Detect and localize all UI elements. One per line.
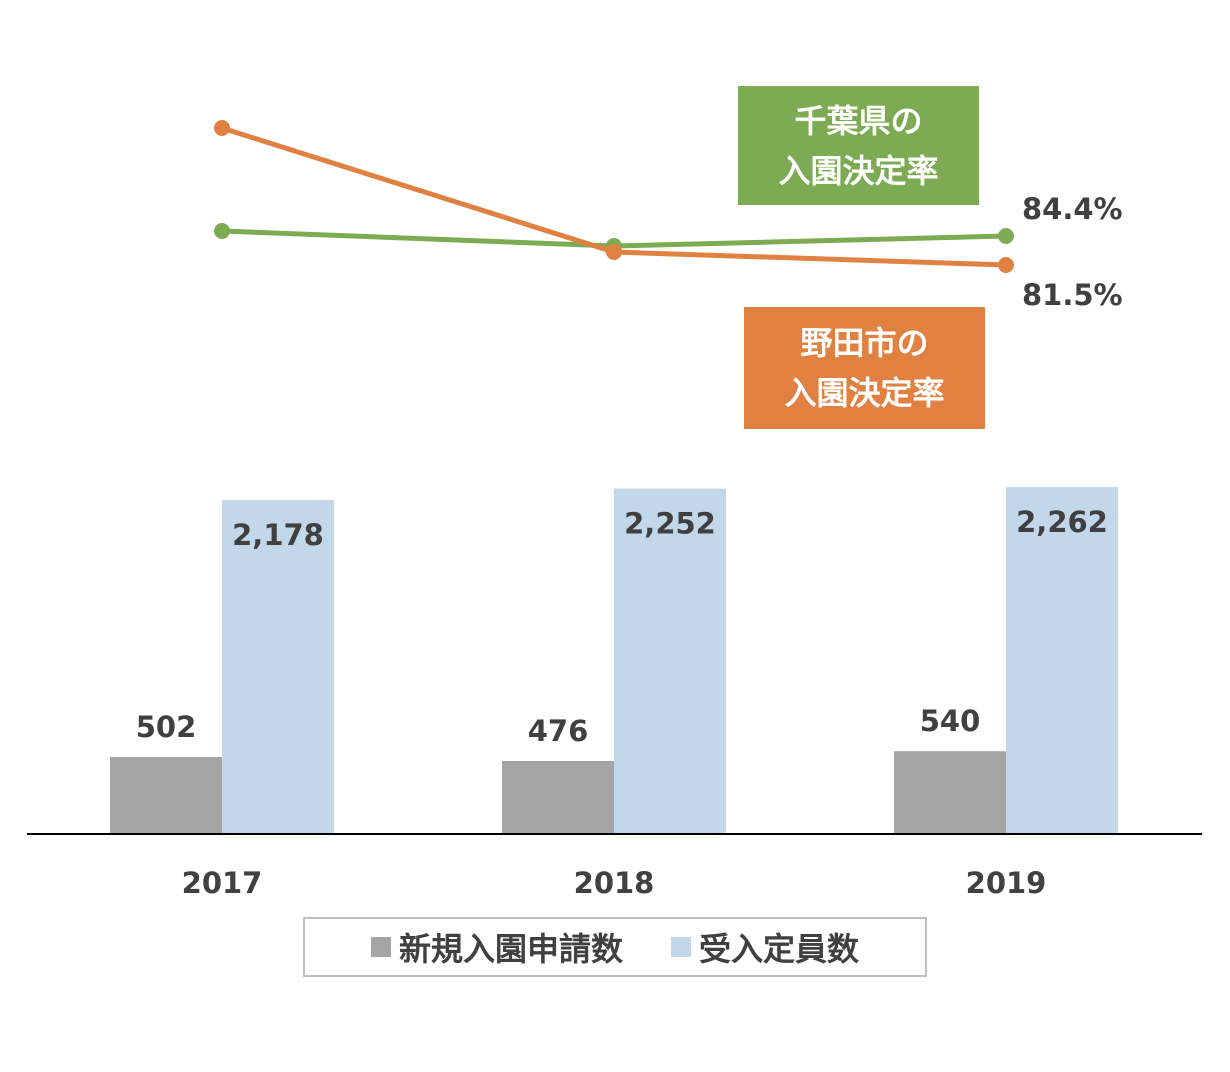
x-tick-label: 2017 — [182, 866, 263, 900]
legend: 新規入園申請数 受入定員数 — [303, 917, 927, 977]
legend-swatch-gray — [370, 937, 391, 957]
x-tick-label: 2018 — [574, 866, 655, 900]
legend-item-applications: 新規入園申請数 — [370, 924, 623, 970]
chiba-rate-label: 千葉県の 入園決定率 — [738, 86, 979, 205]
line-point — [998, 257, 1014, 273]
bar-value-label: 540 — [920, 704, 981, 738]
noda-rate-label: 野田市の 入園決定率 — [744, 307, 985, 429]
chiba-label-line1: 千葉県の — [794, 101, 923, 140]
bar-applications-2017 — [110, 757, 222, 834]
noda-label-line2: 入園決定率 — [784, 374, 945, 412]
bar-value-label: 502 — [136, 710, 197, 744]
bar-value-label: 476 — [528, 714, 589, 748]
bar-applications-2019 — [894, 751, 1006, 834]
line-end-label: 81.5% — [1022, 278, 1123, 312]
noda-label-line1: 野田市の — [800, 324, 929, 362]
line-point — [606, 244, 622, 260]
line-point — [214, 120, 230, 136]
legend-swatch-blue — [671, 937, 691, 957]
line-end-label: 84.4% — [1022, 192, 1123, 226]
bar-capacity-2019 — [1006, 487, 1118, 834]
chiba-label-line2: 入園決定率 — [778, 151, 939, 190]
x-tick-label: 2019 — [966, 866, 1047, 900]
bar-value-label: 2,252 — [624, 507, 716, 541]
legend-item-capacity: 受入定員数 — [671, 924, 859, 970]
legend-label: 受入定員数 — [699, 930, 860, 968]
bar-applications-2018 — [502, 761, 614, 834]
bar-capacity-2017 — [222, 500, 334, 834]
bar-value-label: 2,262 — [1016, 505, 1108, 539]
line-point — [998, 228, 1014, 244]
bar-value-label: 2,178 — [232, 518, 324, 552]
bar-capacity-2018 — [614, 488, 726, 834]
line-point — [214, 223, 230, 239]
legend-label: 新規入園申請数 — [398, 930, 623, 968]
